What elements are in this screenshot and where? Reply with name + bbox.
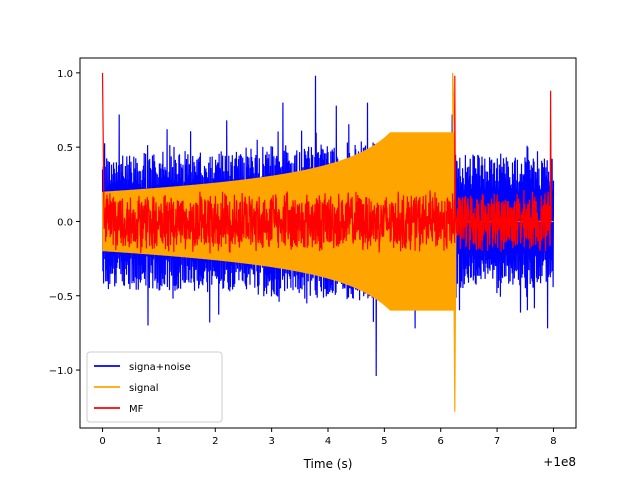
x-tick-label: 6	[438, 436, 444, 447]
legend: signa+noise signal MF	[86, 351, 223, 423]
series-mf-line	[101, 72, 552, 254]
legend-label-signa-noise: signa+noise	[129, 362, 191, 373]
x-tick-label: 1	[156, 436, 162, 447]
x-tick-label: 2	[212, 436, 218, 447]
y-tick-label: −0.5	[49, 292, 73, 303]
series-signal-line	[101, 72, 554, 412]
x-tick-label: 0	[99, 436, 105, 447]
x-tick-label: 5	[381, 436, 387, 447]
legend-label-mf: MF	[129, 404, 144, 415]
x-tick-label: 8	[550, 436, 556, 447]
y-tick-label: 0.0	[57, 217, 73, 228]
x-tick-label: 4	[325, 436, 331, 447]
x-axis-label: Time (s)	[303, 457, 353, 471]
legend-label-signal: signal	[129, 383, 159, 394]
y-tick-label: 0.5	[57, 143, 73, 154]
x-tick-label: 3	[268, 436, 274, 447]
x-axis-offset: +1e8	[543, 455, 576, 469]
legend-box	[86, 351, 223, 423]
y-tick-label: −1.0	[49, 366, 73, 377]
y-tick-label: 1.0	[57, 69, 73, 80]
x-tick-label: 7	[494, 436, 500, 447]
